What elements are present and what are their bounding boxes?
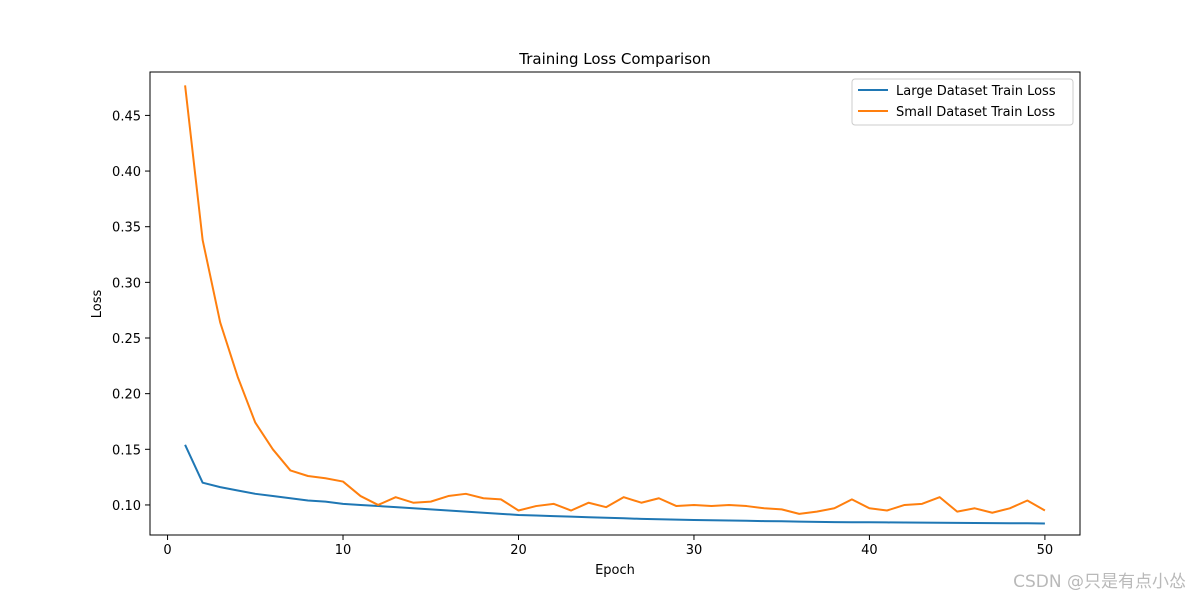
y-tick-label: 0.45: [112, 109, 141, 124]
y-tick-label: 0.30: [112, 276, 141, 291]
y-tick-label: 0.20: [112, 388, 141, 403]
y-tick-label: 0.25: [112, 332, 141, 347]
x-tick-label: 30: [686, 543, 703, 558]
chart-title: Training Loss Comparison: [518, 50, 710, 68]
plot-area: [149, 71, 1081, 536]
watermark-text: CSDN @只是有点小怂: [1013, 572, 1186, 592]
y-tick-label: 0.15: [112, 443, 141, 458]
legend-label-small: Small Dataset Train Loss: [896, 105, 1055, 120]
y-tick-label: 0.35: [112, 221, 141, 236]
y-axis-ticks: 0.10 0.15 0.20 0.25 0.30 0.35 0.40 0.45: [112, 109, 150, 514]
series-layer: [184, 85, 1046, 525]
x-tick-label: 10: [335, 543, 352, 558]
x-axis-ticks: 0 10 20 30 40 50: [163, 535, 1053, 558]
x-axis-label: Epoch: [595, 563, 635, 578]
large-dataset-loss-line: [184, 444, 1045, 525]
x-tick-label: 0: [163, 543, 171, 558]
y-tick-label: 0.40: [112, 165, 141, 180]
x-tick-label: 40: [861, 543, 878, 558]
y-axis-label: Loss: [90, 290, 105, 319]
y-tick-label: 0.10: [112, 499, 141, 514]
legend-box: [851, 78, 1074, 126]
x-tick-label: 20: [510, 543, 527, 558]
x-tick-label: 50: [1037, 543, 1054, 558]
legend-label-large: Large Dataset Train Loss: [896, 84, 1056, 99]
small-dataset-loss-line: [184, 85, 1046, 515]
legend: Large Dataset Train Loss Small Dataset T…: [851, 78, 1074, 126]
